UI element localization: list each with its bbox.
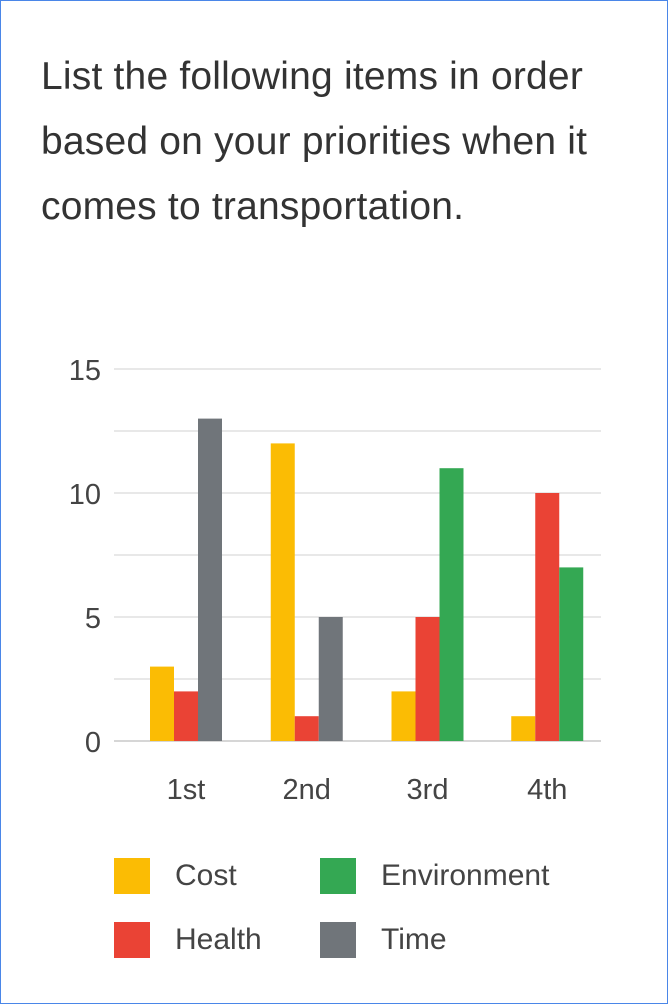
legend-item-health: Health — [114, 921, 262, 959]
bar-health-1st — [174, 691, 198, 741]
chart-legend: Cost Environment Health Time — [114, 857, 614, 967]
legend-item-time: Time — [320, 921, 447, 959]
legend-label-environment: Environment — [381, 859, 550, 892]
y-tick-label: 5 — [85, 603, 101, 635]
bar-environment-3rd — [439, 468, 464, 741]
bar-environment-4th — [559, 567, 584, 741]
legend-swatch-cost — [114, 858, 150, 894]
x-tick-label: 3rd — [407, 774, 449, 806]
x-tick-label: 2nd — [283, 774, 331, 806]
bar-health-4th — [535, 493, 560, 741]
bar-cost-4th — [511, 716, 536, 741]
bar-cost-1st — [150, 666, 174, 741]
legend-item-cost: Cost — [114, 857, 237, 895]
legend-swatch-time — [320, 922, 356, 958]
legend-swatch-health — [114, 922, 150, 958]
y-tick-label: 10 — [69, 479, 101, 511]
legend-label-time: Time — [381, 923, 447, 956]
bar-cost-2nd — [270, 443, 295, 741]
legend-label-cost: Cost — [175, 859, 237, 892]
bar-time-1st — [198, 418, 222, 741]
bar-health-3rd — [415, 617, 440, 741]
legend-label-health: Health — [175, 923, 262, 956]
bar-cost-3rd — [391, 691, 416, 741]
legend-swatch-environment — [320, 858, 356, 894]
y-tick-label: 15 — [69, 355, 101, 387]
x-tick-label: 4th — [527, 774, 567, 806]
bar-health-2nd — [294, 716, 319, 741]
y-tick-label: 0 — [85, 727, 101, 759]
chart-title: List the following items in order based … — [41, 55, 588, 228]
legend-item-environment: Environment — [320, 857, 549, 895]
x-tick-label: 1st — [167, 774, 206, 806]
bar-time-2nd — [318, 617, 343, 741]
